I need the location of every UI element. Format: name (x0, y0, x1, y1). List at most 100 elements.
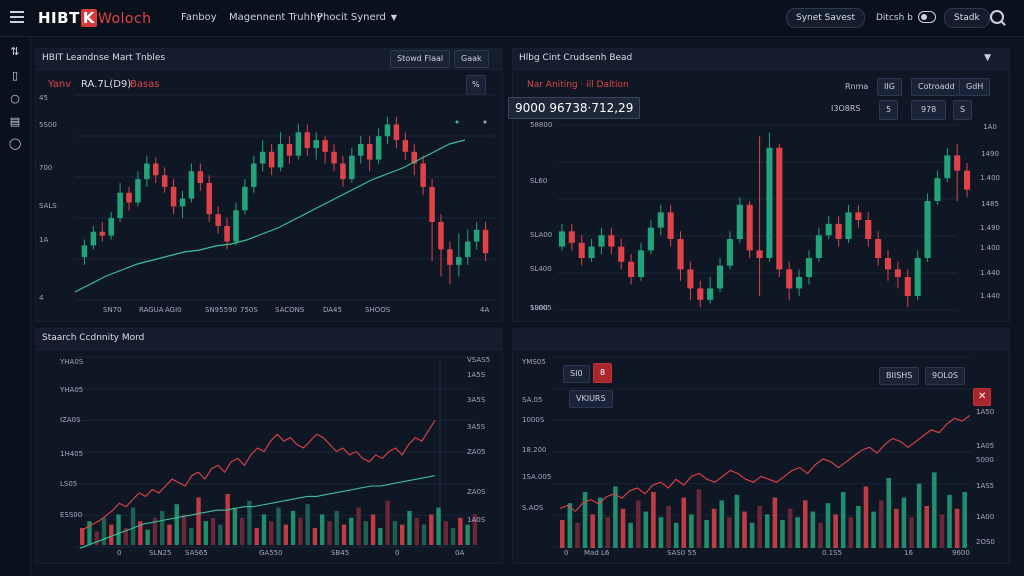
circle-icon[interactable]: ○ (10, 92, 20, 105)
chevron-down-icon[interactable]: ▼ (984, 53, 991, 63)
candle (825, 223, 832, 236)
logo-rest: Woloch (97, 11, 152, 27)
row2-button-a[interactable]: 5 (879, 100, 899, 120)
candle (447, 249, 453, 265)
candle (357, 144, 364, 156)
x-axis-label: RAGUA (139, 306, 164, 314)
x-axis-label: SACONS (275, 306, 305, 314)
volume-bar (863, 486, 869, 548)
volume-bar (385, 500, 390, 545)
candle (894, 269, 901, 277)
candle (815, 235, 822, 258)
secondary-pill-button[interactable]: Stadk (944, 8, 990, 28)
volume-bar (757, 506, 762, 548)
nav-item-fanboy[interactable]: Fanboy (181, 12, 217, 23)
volume-bar (138, 521, 143, 545)
logo[interactable]: HIBT K Woloch (38, 9, 152, 27)
candle (144, 163, 150, 180)
store-button[interactable]: Stowd Flaal (390, 50, 451, 68)
nav-item-magennent[interactable]: Magennent Truhhy (229, 12, 322, 23)
price-readout: 9000 96738·712,29 (508, 97, 641, 119)
search-icon[interactable] (990, 10, 1004, 24)
volume-bar (436, 507, 441, 545)
candle (179, 198, 186, 207)
toggle-switch[interactable] (918, 11, 936, 23)
volume-bar (825, 503, 831, 548)
biishs-button[interactable]: BIISHS (879, 367, 920, 385)
x-axis-label: SLN25 (149, 549, 172, 557)
volume-bar (795, 517, 800, 548)
candle (805, 258, 813, 277)
row2-button-b[interactable]: 978 (911, 100, 947, 120)
y-axis-label-left: 1900 (530, 304, 548, 312)
volume-bar (109, 524, 114, 545)
stat-value: RA.7L(D9) (81, 79, 132, 90)
candle (188, 171, 195, 199)
panel-header: Hlbg Cint Crudsenh Bead ▼ (513, 49, 1009, 70)
volume-bar (658, 517, 664, 548)
candle (295, 132, 302, 156)
y-axis-label-left: 1H405 (60, 450, 83, 458)
close-icon[interactable]: ✕ (973, 388, 992, 406)
nav-label: Phocit Synerd (317, 12, 386, 23)
volume-bar (225, 494, 230, 545)
candle (438, 222, 444, 250)
candle (568, 231, 575, 243)
candle (170, 186, 177, 207)
y-axis-label-right: 1490 (981, 150, 999, 158)
candle (875, 239, 882, 258)
row2-button-c[interactable]: S (953, 100, 973, 120)
si0-button[interactable]: SI0 (563, 365, 590, 383)
volume-bar (305, 504, 310, 545)
candle (233, 210, 239, 242)
menu-icon[interactable] (10, 11, 24, 23)
x-axis-label: 0 (564, 549, 568, 557)
volume-bar (247, 500, 252, 545)
candle (637, 250, 645, 277)
y-axis-label-left: 1SA.005 (522, 473, 551, 481)
gdh-button[interactable]: GdH (959, 78, 991, 96)
candle (884, 258, 892, 270)
volume-bar (734, 494, 740, 548)
candle (108, 218, 114, 236)
volume-bar (472, 514, 478, 545)
candle (384, 124, 391, 137)
candle (206, 183, 213, 215)
nav-item-phocit[interactable]: Phocit Synerd ▼ (317, 12, 397, 23)
volume-bar (421, 524, 427, 545)
swap-icon[interactable]: ⇅ (10, 45, 20, 58)
y-axis-label-right: 1AS5 (976, 482, 994, 490)
candle (608, 235, 615, 247)
y-axis-label: 45 (39, 94, 48, 102)
volume-bar (152, 517, 158, 545)
primary-pill-button[interactable]: Synet Savest (786, 8, 865, 28)
red-action-button[interactable]: 8 (593, 363, 613, 383)
list-button[interactable]: VKIURS (569, 390, 613, 408)
y-axis-label-left: S.AOS (522, 504, 544, 512)
mobile-icon[interactable]: ▯ (11, 69, 19, 82)
volume-bar (269, 521, 274, 545)
y-axis-label-right: 5000 (976, 456, 994, 464)
candle (90, 231, 97, 246)
volume-bar (349, 517, 354, 545)
gaak-button[interactable]: Gaak (454, 50, 489, 68)
ring-icon[interactable]: ◯ (9, 137, 22, 150)
y-axis-label-right: 1A50 (976, 408, 994, 416)
volume-bar (356, 507, 361, 545)
volume-bar (628, 522, 633, 548)
candle (657, 212, 664, 228)
y-axis-label-left: ESS00 (60, 511, 82, 519)
trend-line (74, 139, 466, 293)
volume-bar (802, 500, 808, 548)
y-axis-label-right: 1.490 (980, 224, 1000, 232)
y-axis-label-left: SL400 (530, 265, 552, 273)
card-icon[interactable]: ▤ (9, 115, 21, 128)
cotroadd-button[interactable]: Cotroadd (911, 78, 962, 96)
y-axis-label-left: YMS05 (521, 358, 546, 366)
volume-bar (947, 494, 952, 548)
logo-main: HIBT (38, 9, 80, 27)
9ol0s-button[interactable]: 9OL0S (925, 367, 966, 385)
price-line (559, 414, 971, 513)
iig-button[interactable]: IIG (877, 78, 902, 96)
volume-bar (283, 524, 288, 545)
